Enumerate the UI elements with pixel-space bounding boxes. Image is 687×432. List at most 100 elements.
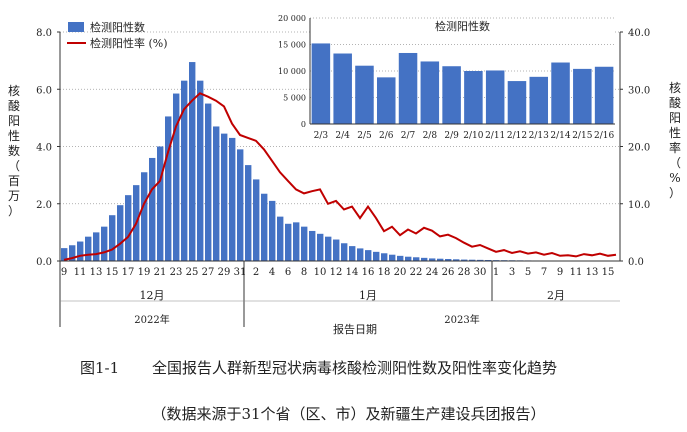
y-axis-title-left: 万 bbox=[8, 189, 20, 203]
bar-positive-count bbox=[93, 232, 100, 261]
y-tick-label-left: 0.0 bbox=[36, 257, 52, 268]
inset-bar bbox=[529, 76, 549, 124]
y-axis-title-right: 阳 bbox=[669, 111, 681, 125]
bar-positive-count bbox=[477, 259, 484, 261]
inset-bar bbox=[311, 43, 331, 124]
bar-positive-count bbox=[149, 157, 156, 261]
x-tick-label: 15 bbox=[602, 267, 615, 278]
inset-x-tick-label: 2/12 bbox=[507, 131, 527, 141]
x-tick-label: 5 bbox=[525, 267, 531, 278]
x-tick-label: 6 bbox=[285, 267, 291, 278]
x-tick-label: 3 bbox=[509, 267, 515, 278]
inset-bar bbox=[355, 65, 374, 124]
inset-y-tick-label: 15 000 bbox=[278, 41, 306, 50]
bar-positive-count bbox=[229, 137, 236, 261]
bar-positive-count bbox=[157, 146, 164, 261]
bar-positive-count bbox=[365, 250, 372, 261]
bar-positive-count bbox=[333, 239, 340, 261]
inset-bar bbox=[464, 71, 483, 124]
bar-positive-count bbox=[77, 241, 84, 261]
x-tick-label: 27 bbox=[202, 267, 215, 278]
y-tick-label-right: 0.0 bbox=[628, 257, 644, 268]
bar-positive-count bbox=[429, 258, 436, 261]
inset-x-tick-label: 2/8 bbox=[423, 131, 438, 141]
bar-positive-count bbox=[189, 62, 196, 262]
x-tick-label: 21 bbox=[154, 267, 167, 278]
x-tick-label: 11 bbox=[570, 267, 583, 278]
legend-label-bar: 检测阳性数 bbox=[90, 20, 145, 34]
bar-positive-count bbox=[453, 259, 460, 261]
x-tick-label: 9 bbox=[557, 267, 563, 278]
bar-positive-count bbox=[237, 149, 244, 261]
inset-x-tick-label: 2/10 bbox=[463, 131, 483, 141]
month-label: 12月 bbox=[140, 289, 165, 302]
y-axis-title-right: 核 bbox=[669, 81, 681, 95]
bar-positive-count bbox=[109, 215, 116, 261]
inset-x-tick-label: 2/9 bbox=[444, 131, 459, 141]
x-tick-label: 17 bbox=[122, 267, 135, 278]
figure-title: 全国报告人群新型冠状病毒核酸检测阳性数及阳性率变化趋势 bbox=[152, 359, 558, 377]
main-chart: 0.02.04.06.08.00.010.020.030.040.09 11 13 1… bbox=[8, 14, 681, 336]
bar-positive-count bbox=[117, 205, 124, 261]
y-tick-label-right: 40.0 bbox=[628, 28, 650, 39]
y-axis-title-left: ） bbox=[8, 204, 20, 218]
x-tick-label: 1 bbox=[493, 267, 499, 278]
y-axis-title-right: 性 bbox=[669, 126, 681, 140]
bar-positive-count bbox=[397, 255, 404, 261]
bar-positive-count bbox=[181, 80, 188, 261]
inset-x-tick-label: 2/6 bbox=[379, 131, 394, 141]
x-tick-label: 12 bbox=[330, 267, 343, 278]
inset-x-tick-label: 2/7 bbox=[401, 131, 416, 141]
bar-positive-count bbox=[461, 259, 468, 261]
bar-positive-count bbox=[437, 258, 444, 261]
bar-positive-count bbox=[485, 259, 492, 261]
y-axis-title-left: 阳 bbox=[8, 114, 20, 128]
inset-x-tick-label: 2/5 bbox=[357, 131, 372, 141]
x-tick-label: 4 bbox=[269, 267, 275, 278]
inset-x-tick-label: 2/4 bbox=[335, 131, 350, 141]
inset-x-tick-label: 2/3 bbox=[314, 131, 329, 141]
y-tick-label-right: 30.0 bbox=[628, 85, 650, 96]
bar-positive-count bbox=[309, 230, 316, 261]
bar-positive-count bbox=[421, 257, 428, 261]
bar-positive-count bbox=[285, 223, 292, 261]
bar-positive-count bbox=[277, 216, 284, 261]
inset-bar bbox=[594, 66, 614, 124]
y-axis-title-right: ） bbox=[669, 186, 681, 200]
y-axis-title-left: 性 bbox=[8, 129, 20, 143]
inset-bar bbox=[398, 52, 418, 125]
inset-bar bbox=[333, 53, 352, 125]
x-tick-label: 29 bbox=[218, 267, 231, 278]
x-tick-label: 9 bbox=[61, 267, 67, 278]
x-tick-label: 10 bbox=[314, 267, 327, 278]
x-tick-label: 2 bbox=[253, 267, 259, 278]
bar-positive-count bbox=[221, 133, 228, 261]
month-label: 2月 bbox=[547, 289, 565, 302]
bar-positive-count bbox=[197, 80, 204, 261]
inset-x-tick-label: 2/11 bbox=[485, 131, 505, 141]
year-label: 2022年 bbox=[134, 313, 169, 326]
x-tick-label: 11 bbox=[74, 267, 87, 278]
y-axis-title-left: 百 bbox=[8, 174, 20, 188]
inset-bar bbox=[485, 70, 505, 124]
bar-positive-count bbox=[141, 172, 148, 261]
legend-label-line: 检测阳性率 (%) bbox=[90, 36, 168, 50]
x-tick-label: 22 bbox=[410, 267, 423, 278]
bar-positive-count bbox=[317, 233, 324, 261]
inset-bar bbox=[507, 81, 527, 124]
x-tick-label: 13 bbox=[90, 267, 103, 278]
bar-positive-count bbox=[85, 236, 92, 261]
bar-positive-count bbox=[389, 254, 396, 261]
x-tick-label: 26 bbox=[442, 267, 455, 278]
bar-positive-count bbox=[413, 257, 420, 261]
x-tick-label: 31 bbox=[234, 267, 247, 278]
y-axis-title-right: 酸 bbox=[669, 95, 681, 110]
x-tick-label: 28 bbox=[458, 267, 471, 278]
month-label: 1月 bbox=[359, 289, 377, 302]
inset-x-tick-label: 2/13 bbox=[529, 131, 549, 141]
inset-y-tick-label: 5 000 bbox=[283, 94, 306, 103]
bar-positive-count bbox=[341, 243, 348, 261]
x-tick-label: 18 bbox=[378, 267, 391, 278]
x-tick-label: 13 bbox=[586, 267, 599, 278]
x-tick-label: 8 bbox=[301, 267, 307, 278]
